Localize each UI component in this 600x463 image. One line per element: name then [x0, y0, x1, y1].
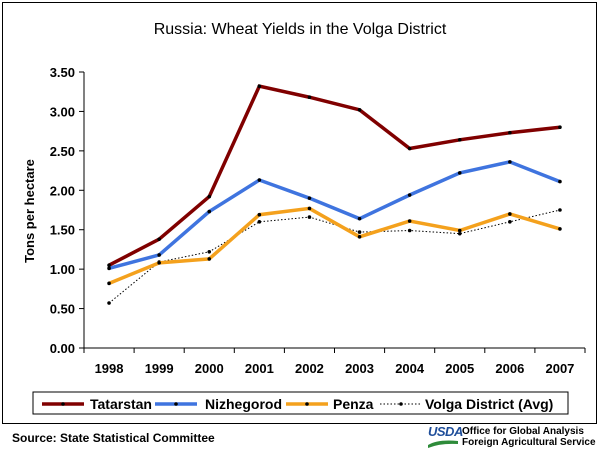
chart-frame — [2, 2, 597, 424]
series-line-tatarstan — [108, 84, 561, 267]
data-point — [307, 215, 312, 219]
data-point — [407, 146, 412, 151]
data-point — [157, 253, 161, 257]
source-note: Source: State Statistical Committee — [12, 431, 215, 445]
data-point — [407, 193, 412, 197]
data-point — [457, 231, 462, 236]
data-point — [457, 228, 462, 233]
data-point — [508, 130, 512, 135]
data-point — [457, 138, 462, 142]
data-point — [157, 261, 161, 265]
x-tick-label: 2001 — [245, 361, 274, 376]
data-point — [558, 125, 562, 129]
x-tick-label: 1998 — [95, 361, 124, 376]
x-tick-label: 2002 — [295, 361, 324, 376]
series-line-nizhegorod — [108, 160, 561, 271]
data-point — [508, 220, 512, 224]
data-point — [107, 281, 111, 286]
legend-marker — [174, 402, 178, 406]
x-tick-label: 2004 — [395, 361, 425, 376]
usda-office-line1: Office for Global Analysis — [462, 426, 584, 437]
data-point — [307, 196, 312, 200]
legend-marker — [399, 402, 403, 406]
data-point — [257, 220, 262, 224]
data-point — [508, 160, 512, 164]
legend-marker — [305, 402, 309, 406]
y-tick-label: 1.50 — [50, 223, 75, 238]
y-tick-label: 2.00 — [50, 183, 75, 198]
x-tick-label: 2005 — [445, 361, 474, 376]
data-point — [407, 219, 412, 223]
series-line-volga-district-avg — [108, 209, 561, 304]
data-point — [357, 108, 362, 112]
usda-office-line2: Foreign Agricultural Service — [462, 437, 596, 448]
legend-marker — [61, 402, 65, 406]
plot-area: 0.00 0.50 1.00 1.50 2.00 2.50 3.00 3.50 1998 1999… — [50, 65, 586, 376]
series-line-penza — [108, 206, 561, 285]
data-point — [257, 178, 262, 182]
y-tick-label: 3.00 — [50, 104, 75, 119]
data-point — [558, 208, 562, 212]
x-tick-label: 2000 — [195, 361, 224, 376]
x-tick-label: 1999 — [145, 361, 174, 376]
data-point — [307, 206, 312, 211]
data-point — [257, 84, 262, 88]
y-tick-label: 3.50 — [50, 65, 75, 80]
y-tick-label: 1.00 — [50, 262, 75, 277]
data-point — [307, 95, 312, 100]
usda-wordmark: USDA — [428, 424, 463, 439]
legend: Tatarstan Nizhegorod Penza Volga District (… — [32, 391, 569, 415]
data-point — [457, 171, 462, 175]
data-point — [508, 212, 512, 216]
data-point — [558, 179, 562, 184]
data-point — [157, 237, 161, 241]
line-chart: Russia: Wheat Yields in the Volga Distri… — [22, 21, 586, 415]
data-point — [407, 228, 412, 233]
data-point — [207, 257, 212, 261]
data-point — [207, 194, 212, 199]
legend-label: Tatarstan — [90, 396, 152, 412]
data-point — [257, 212, 262, 217]
data-point — [207, 209, 212, 214]
legend-label: Penza — [333, 396, 374, 412]
data-point — [357, 230, 362, 234]
data-point — [107, 263, 111, 268]
usda-office-text: Office for Global Analysis Foreign Agric… — [462, 426, 596, 448]
x-tick-label: 2003 — [345, 361, 374, 376]
data-point — [357, 216, 362, 221]
y-axis-label: Tons per hectare — [22, 159, 37, 263]
usda-logo: USDA Office for Global Analysis Foreign … — [428, 424, 598, 450]
data-point — [107, 266, 111, 271]
legend-label: Nizhegorod — [205, 396, 282, 412]
chart-title: Russia: Wheat Yields in the Volga Distri… — [154, 21, 447, 38]
data-point — [107, 301, 111, 305]
usda-swoosh-icon — [428, 440, 458, 448]
data-point — [357, 235, 362, 239]
y-tick-label: 2.50 — [50, 144, 75, 159]
x-tick-label: 2007 — [545, 361, 574, 376]
x-tick-label: 2006 — [495, 361, 524, 376]
data-point — [207, 249, 212, 254]
y-tick-label: 0.00 — [50, 341, 75, 356]
y-tick-label: 0.50 — [50, 302, 75, 317]
data-point — [558, 227, 562, 231]
legend-label: Volga District (Avg) — [425, 396, 553, 412]
